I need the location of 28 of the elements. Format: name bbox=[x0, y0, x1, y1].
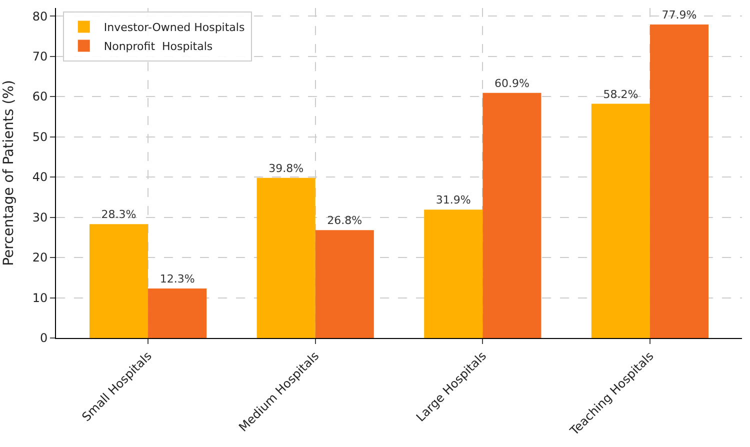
bar bbox=[256, 178, 316, 338]
bar bbox=[315, 230, 374, 338]
y-tick-label: 20 bbox=[32, 250, 48, 265]
y-tick-label: 70 bbox=[32, 49, 48, 64]
bar bbox=[89, 224, 148, 338]
y-tick-label: 30 bbox=[32, 210, 48, 224]
y-tick-label: 50 bbox=[32, 130, 48, 144]
y-axis-title: Percentage of Patients (%) bbox=[0, 80, 17, 266]
data-label: 77.9% bbox=[662, 8, 697, 22]
y-tick-label: 80 bbox=[32, 9, 48, 24]
data-label: 12.3% bbox=[160, 272, 195, 286]
y-tick-label: 60 bbox=[32, 90, 48, 104]
y-tick-label: 0 bbox=[40, 331, 48, 346]
bar bbox=[424, 210, 483, 338]
bar bbox=[650, 24, 709, 338]
data-label: 31.9% bbox=[436, 194, 471, 207]
bar bbox=[482, 92, 542, 338]
y-tick-label: 10 bbox=[32, 290, 48, 305]
data-label: 26.8% bbox=[327, 214, 362, 228]
data-label: 39.8% bbox=[268, 162, 304, 175]
bar bbox=[148, 288, 207, 338]
data-label: 60.9% bbox=[494, 76, 530, 90]
data-label: 28.3% bbox=[101, 208, 136, 222]
legend-label: Investor-Owned Hospitals bbox=[104, 21, 245, 34]
y-tick-label: 40 bbox=[32, 170, 48, 184]
bar bbox=[591, 104, 650, 338]
legend-label: Nonprofit Hospitals bbox=[104, 40, 213, 54]
data-label: 58.2% bbox=[603, 88, 638, 101]
